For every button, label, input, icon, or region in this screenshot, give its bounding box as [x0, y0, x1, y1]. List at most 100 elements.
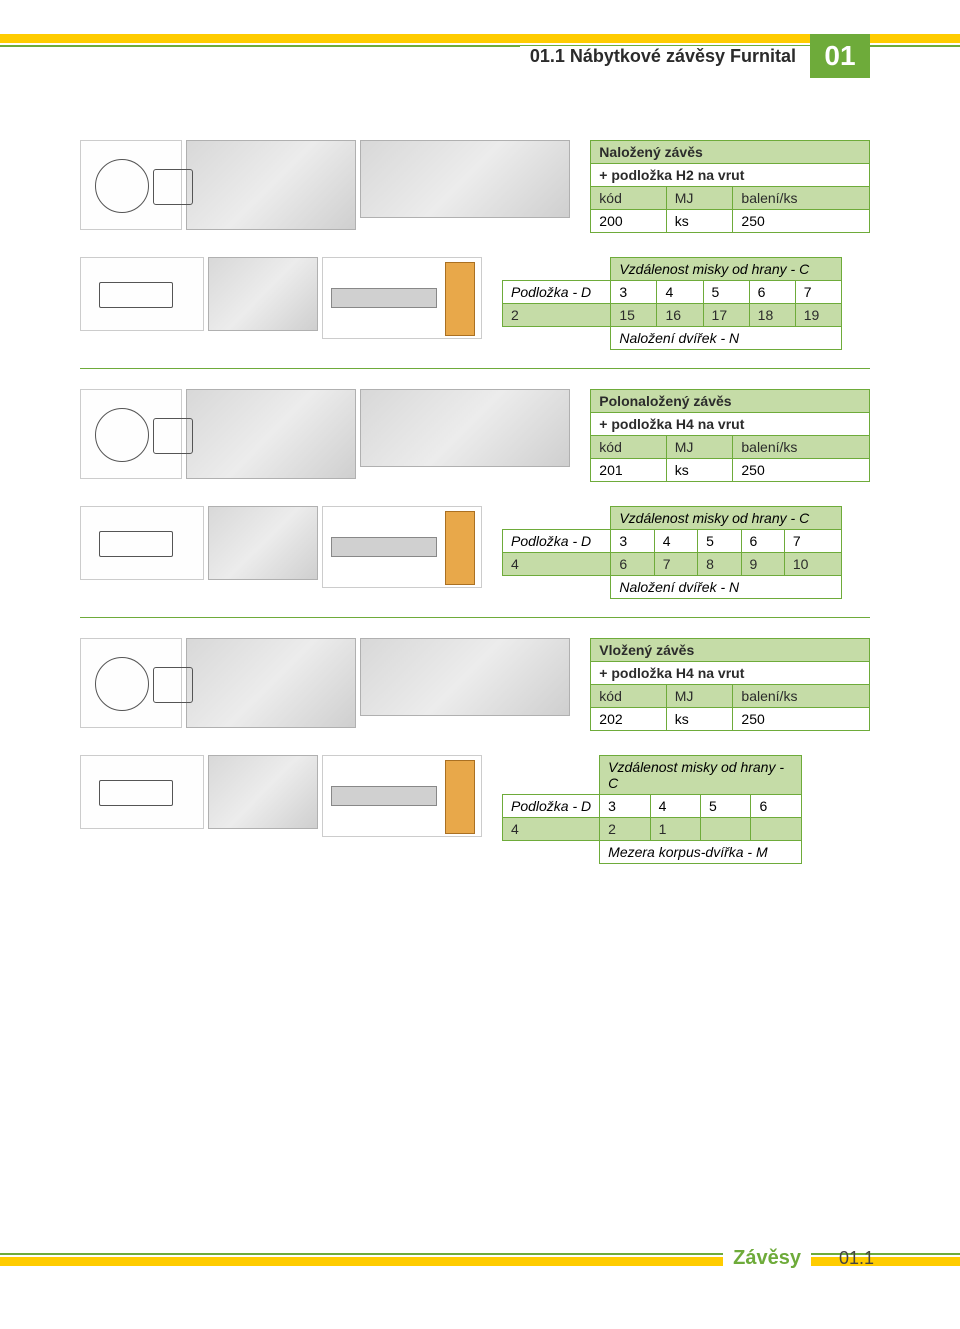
cross-section-icon [322, 257, 482, 339]
mount-photo-icon [208, 755, 318, 829]
hinge-photo-2-icon [360, 389, 570, 467]
product-title: Naložený závěs [591, 141, 870, 164]
span-label: Vzdálenost misky od hrany - C [611, 258, 842, 281]
cell: 6 [751, 795, 802, 818]
empty-cell [503, 576, 611, 599]
cross-section-icon [322, 506, 482, 588]
cell: 1 [650, 818, 700, 841]
cell: 7 [784, 530, 841, 553]
section-2: Polonaložený závěs + podložka H4 na vrut… [80, 389, 870, 599]
product-table-2: Polonaložený závěs + podložka H4 na vrut… [590, 389, 870, 482]
span-label: Vzdálenost misky od hrany - C [611, 507, 842, 530]
cell: 19 [795, 304, 841, 327]
product-title: Polonaložený závěs [591, 390, 870, 413]
cell: 15 [611, 304, 657, 327]
cell: 9 [741, 553, 784, 576]
footer-label: Naložení dvířek - N [611, 327, 842, 350]
col-mj: MJ [666, 436, 733, 459]
hinge-technical-drawing-icon [80, 389, 182, 479]
section-1-distance-row: Vzdálenost misky od hrany - C Podložka -… [80, 257, 870, 350]
col-kod: kód [591, 685, 666, 708]
hinge-photo-2-icon [360, 140, 570, 218]
empty-cell [503, 756, 600, 795]
product-table-1: Naložený závěs + podložka H2 na vrut kód… [590, 140, 870, 233]
section-3-distance-row: Vzdálenost misky od hrany - C Podložka -… [80, 755, 870, 864]
section-3-product-row: Vložený závěs + podložka H4 na vrut kód … [80, 638, 870, 731]
hinge-photo-icon [186, 638, 356, 728]
cell: 202 [591, 708, 666, 731]
cell: 8 [698, 553, 741, 576]
header-section-number: 01 [810, 34, 870, 78]
cell: 250 [733, 210, 870, 233]
empty-cell [503, 507, 611, 530]
cell: 10 [784, 553, 841, 576]
cell: 250 [733, 708, 870, 731]
span-label: Vzdálenost misky od hrany - C [600, 756, 802, 795]
section-1-product-row: Naložený závěs + podložka H2 na vrut kód… [80, 140, 870, 233]
page-footer: Závěsy 01.1 [0, 1253, 960, 1295]
header-title: 01.1 Nábytkové závěsy Furnital [520, 46, 810, 67]
mount-technical-drawing-icon [80, 506, 204, 580]
col-mj: MJ [666, 685, 733, 708]
cell: 2 [503, 304, 611, 327]
col-baleni: balení/ks [733, 436, 870, 459]
cell: 5 [701, 795, 751, 818]
cell: 200 [591, 210, 666, 233]
cell: 6 [741, 530, 784, 553]
mount-technical-drawing-icon [80, 755, 204, 829]
footer-label: Naložení dvířek - N [611, 576, 842, 599]
col-mj: MJ [666, 187, 733, 210]
cell: 17 [703, 304, 749, 327]
cell: 250 [733, 459, 870, 482]
cell: 6 [611, 553, 654, 576]
separator [80, 617, 870, 618]
section-3: Vložený závěs + podložka H4 na vrut kód … [80, 638, 870, 864]
cell: 3 [611, 281, 657, 304]
cell: 3 [600, 795, 650, 818]
cross-section-icon [322, 755, 482, 837]
cell: ks [666, 459, 733, 482]
hinge-photo-icon [186, 140, 356, 230]
product-subtitle: + podložka H4 na vrut [591, 662, 870, 685]
cell: ks [666, 708, 733, 731]
cell: 2 [600, 818, 650, 841]
col-baleni: balení/ks [733, 685, 870, 708]
mount-technical-drawing-icon [80, 257, 204, 331]
cell: 6 [749, 281, 795, 304]
footer-label: Mezera korpus-dvířka - M [600, 841, 802, 864]
hinge-technical-drawing-icon [80, 638, 182, 728]
empty-cell [503, 327, 611, 350]
hinge-technical-drawing-icon [80, 140, 182, 230]
header-row: 01.1 Nábytkové závěsy Furnital 01 [520, 34, 960, 78]
cell: ks [666, 210, 733, 233]
col-baleni: balení/ks [733, 187, 870, 210]
cell: 4 [503, 818, 600, 841]
row-label: Podložka - D [503, 530, 611, 553]
distance-table-1: Vzdálenost misky od hrany - C Podložka -… [502, 257, 842, 350]
cell [751, 818, 802, 841]
cell: 7 [654, 553, 697, 576]
cell: 5 [703, 281, 749, 304]
page-header: 01.1 Nábytkové závěsy Furnital 01 [0, 34, 960, 78]
product-subtitle: + podložka H2 na vrut [591, 164, 870, 187]
cell: 5 [698, 530, 741, 553]
cell: 4 [654, 530, 697, 553]
product-title: Vložený závěs [591, 639, 870, 662]
footer-page-number: 01.1 [839, 1248, 874, 1269]
footer-title: Závěsy [723, 1247, 811, 1270]
cell: 7 [795, 281, 841, 304]
col-kod: kód [591, 436, 666, 459]
cell: 16 [657, 304, 703, 327]
product-subtitle: + podložka H4 na vrut [591, 413, 870, 436]
cell: 4 [650, 795, 700, 818]
cell: 201 [591, 459, 666, 482]
cell: 18 [749, 304, 795, 327]
row-label: Podložka - D [503, 795, 600, 818]
product-table-3: Vložený závěs + podložka H4 na vrut kód … [590, 638, 870, 731]
col-kod: kód [591, 187, 666, 210]
cell [701, 818, 751, 841]
cell: 4 [503, 553, 611, 576]
mount-photo-icon [208, 257, 318, 331]
cell: 4 [657, 281, 703, 304]
hinge-photo-icon [186, 389, 356, 479]
